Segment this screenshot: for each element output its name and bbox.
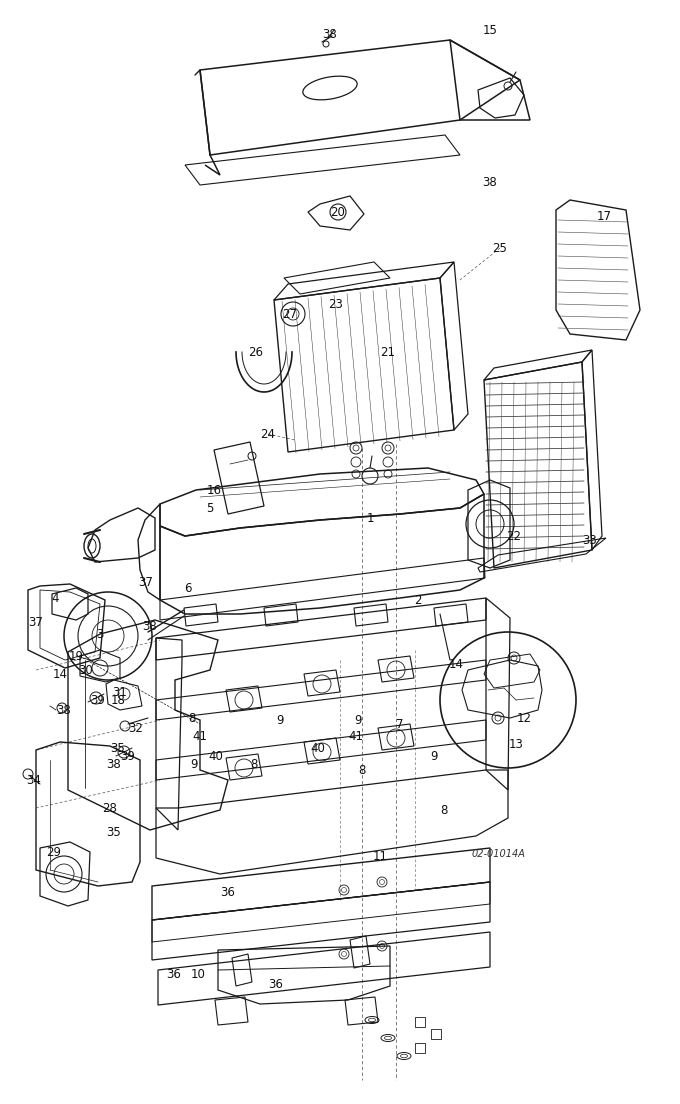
Text: 29: 29	[46, 846, 61, 859]
Text: 32: 32	[129, 722, 143, 734]
Text: 23: 23	[328, 297, 343, 310]
Text: 24: 24	[260, 427, 275, 440]
Text: 11: 11	[373, 849, 388, 862]
Text: 36: 36	[167, 967, 182, 980]
Text: 8: 8	[441, 804, 447, 817]
Text: 8: 8	[188, 711, 196, 724]
Text: 35: 35	[111, 742, 125, 754]
Text: 9: 9	[430, 750, 438, 763]
Text: 38: 38	[143, 619, 157, 633]
Text: 12: 12	[517, 711, 532, 724]
Text: 38: 38	[107, 757, 121, 771]
Text: 40: 40	[311, 742, 326, 754]
Text: 39: 39	[90, 693, 105, 707]
Text: 35: 35	[107, 826, 121, 839]
Text: 41: 41	[192, 730, 207, 743]
Text: 3: 3	[97, 627, 103, 640]
Text: 14: 14	[449, 658, 464, 670]
Text: 15: 15	[483, 23, 498, 36]
Text: 4: 4	[51, 592, 58, 605]
Text: 1: 1	[367, 511, 374, 524]
Text: 38: 38	[483, 176, 497, 189]
Text: 28: 28	[103, 802, 118, 815]
Text: 18: 18	[111, 693, 125, 707]
Text: 16: 16	[207, 484, 222, 497]
Text: 26: 26	[248, 346, 264, 359]
Text: 17: 17	[596, 210, 611, 223]
Text: 7: 7	[396, 718, 404, 731]
Text: 8: 8	[250, 757, 258, 771]
Text: 9: 9	[190, 757, 198, 771]
Text: 30: 30	[79, 664, 93, 677]
Text: 37: 37	[139, 575, 154, 588]
Text: 40: 40	[209, 750, 224, 763]
Text: 8: 8	[358, 764, 366, 776]
Text: 13: 13	[509, 737, 524, 751]
Text: 33: 33	[583, 533, 597, 546]
Text: 02-01014A: 02-01014A	[472, 849, 526, 859]
Text: 10: 10	[190, 967, 205, 980]
Text: 22: 22	[507, 530, 522, 542]
Text: 27: 27	[282, 308, 298, 320]
Text: 36: 36	[269, 977, 284, 990]
Text: 41: 41	[348, 730, 364, 743]
Text: 9: 9	[276, 713, 284, 726]
Text: 36: 36	[220, 885, 235, 899]
Text: 6: 6	[184, 582, 192, 594]
Text: 19: 19	[69, 649, 84, 662]
Text: 5: 5	[206, 501, 214, 514]
Text: 21: 21	[381, 346, 396, 359]
Text: 31: 31	[113, 686, 127, 699]
Text: 25: 25	[492, 242, 507, 255]
Text: 14: 14	[52, 668, 67, 680]
Text: 39: 39	[120, 750, 135, 763]
Text: 2: 2	[414, 594, 422, 606]
Text: 20: 20	[330, 205, 345, 219]
Text: 9: 9	[354, 713, 362, 726]
Text: 34: 34	[27, 774, 41, 786]
Text: 38: 38	[322, 28, 337, 41]
Text: 38: 38	[56, 703, 71, 716]
Text: 37: 37	[29, 616, 44, 628]
